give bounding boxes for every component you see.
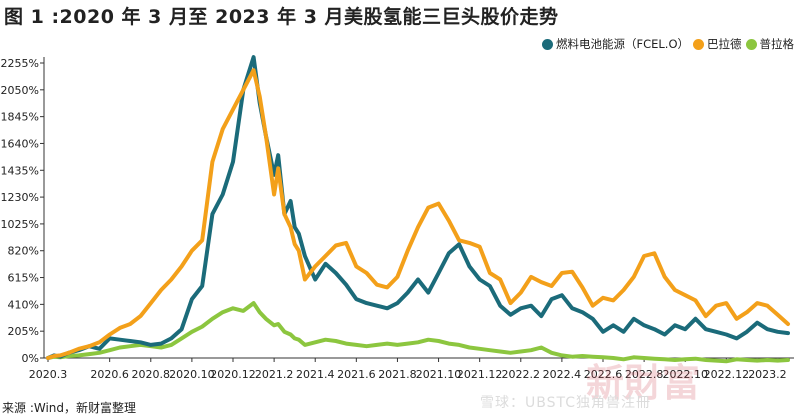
x-tick-label: 2020.6 [90, 368, 129, 381]
y-tick-label: 1845% [1, 111, 39, 124]
brand-logo: 新財富 [586, 360, 701, 405]
x-tick-label: 2021.12 [457, 368, 503, 381]
legend-swatch-bldp [693, 38, 704, 50]
x-tick-label: 2022.8 [625, 368, 664, 381]
legend-item-plug: 普拉格 [745, 36, 795, 52]
source-note: 来源 :Wind，新财富整理 [2, 401, 137, 415]
y-tick-label: 1640% [1, 137, 39, 150]
legend-swatch-plug [745, 38, 757, 50]
x-tick-label: 2021.8 [378, 368, 417, 381]
y-tick-label: 410% [8, 298, 39, 311]
chart-title: 图 1 :2020 年 3 月至 2023 年 3 月美股氢能三巨头股价走势 [4, 6, 559, 28]
x-tick-label: 2022.10 [662, 368, 708, 381]
series-line-fcel [46, 55, 790, 360]
legend-swatch-fcel [541, 38, 553, 50]
y-tick-label: 0% [22, 352, 39, 365]
legend-item-bldp: 巴拉德 [693, 36, 742, 52]
x-tick-label: 2022.4 [543, 368, 582, 381]
y-tick-label: 2050% [1, 84, 39, 97]
x-tick-label: 2021.4 [296, 368, 335, 381]
legend-label-plug: 普拉格 [759, 37, 795, 51]
x-tick-label: 2023.2 [748, 368, 787, 381]
y-tick-label: 1435% [1, 164, 39, 177]
x-tick-label: 2020.10 [169, 368, 215, 381]
watermark: 雪球：UBSTC独角兽注冊 [480, 395, 651, 411]
legend-label-bldp: 巴拉德 [707, 37, 742, 51]
x-tick-label: 2020.3 [29, 368, 68, 381]
y-tick-label: 1025% [1, 218, 39, 231]
y-tick-label: 820% [8, 245, 39, 258]
y-tick-label: 205% [8, 325, 39, 338]
x-tick-label: 2021.6 [337, 368, 376, 381]
x-tick-label: 2022.6 [584, 368, 623, 381]
series-line-bldp [46, 68, 790, 360]
x-tick-label: 2020.8 [132, 368, 171, 381]
x-tick-label: 2021.2 [255, 368, 294, 381]
legend-label-fcel: 燃料电池能源（FCEL.O） [555, 37, 689, 51]
y-tick-label: 2255% [1, 57, 39, 70]
x-tick-label: 2022.12 [704, 368, 750, 381]
y-tick-label: 615% [8, 272, 39, 285]
legend-item-fcel: 燃料电池能源（FCEL.O） [541, 36, 689, 52]
chart-legend: 燃料电池能源（FCEL.O） 巴拉德 普拉格 [538, 36, 794, 52]
x-tick-label: 2020.12 [210, 368, 256, 381]
series-line-plug [46, 301, 790, 364]
y-tick-label: 1230% [1, 191, 39, 204]
x-tick-label: 2022.2 [502, 368, 541, 381]
x-tick-label: 2021.10 [416, 368, 462, 381]
